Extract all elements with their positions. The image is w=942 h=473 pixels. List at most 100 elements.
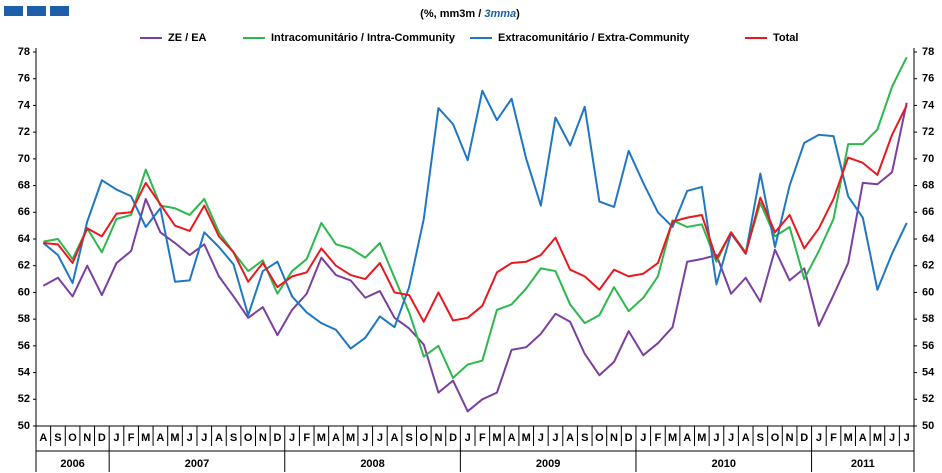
y2-tick-label: 64 xyxy=(922,233,935,245)
x-tick-label: A xyxy=(215,432,223,444)
y-tick-label: 58 xyxy=(18,313,30,325)
y2-tick-label: 54 xyxy=(922,366,935,378)
y-tick-label: 74 xyxy=(18,99,31,111)
y2-tick-label: 70 xyxy=(922,153,934,165)
x-tick-label: M xyxy=(522,432,531,444)
y-tick-label: 54 xyxy=(18,366,31,378)
x-tick-label: J xyxy=(289,432,295,444)
x-tick-label: M xyxy=(492,432,501,444)
x-tick-label: J xyxy=(465,432,471,444)
legend-label: ZE / EA xyxy=(168,32,207,44)
y-tick-label: 66 xyxy=(18,206,30,218)
y2-tick-label: 62 xyxy=(922,260,934,272)
x-tick-label: F xyxy=(830,432,837,444)
series-line xyxy=(43,56,908,379)
y2-tick-label: 52 xyxy=(922,393,934,405)
x-tick-label: F xyxy=(128,432,135,444)
x-tick-label: O xyxy=(771,432,780,444)
x-tick-label: D xyxy=(273,432,281,444)
x-tick-label: M xyxy=(317,432,326,444)
x-tick-label: O xyxy=(420,432,429,444)
x-tick-label: S xyxy=(54,432,61,444)
y2-tick-label: 68 xyxy=(922,179,934,191)
x-tick-label: N xyxy=(259,432,267,444)
x-tick-label: A xyxy=(742,432,750,444)
x-tick-label: F xyxy=(303,432,310,444)
x-tick-label: O xyxy=(244,432,253,444)
x-tick-label: A xyxy=(39,432,47,444)
y-tick-label: 62 xyxy=(18,260,30,272)
y2-tick-label: 56 xyxy=(922,340,934,352)
x-tick-label: A xyxy=(156,432,164,444)
series-line xyxy=(42,89,908,350)
x-tick-label: J xyxy=(713,432,719,444)
y-tick-label: 50 xyxy=(18,420,30,432)
legend-label: Total xyxy=(773,32,798,44)
legend-label: Intracomunitário / Intra-Community xyxy=(271,32,456,44)
x-tick-label: N xyxy=(434,432,442,444)
x-tick-label: A xyxy=(859,432,867,444)
x-tick-label: J xyxy=(113,432,119,444)
y2-tick-label: 78 xyxy=(922,46,934,58)
logo-block xyxy=(27,6,46,16)
x-tick-label: A xyxy=(332,432,340,444)
x-tick-label: J xyxy=(201,432,207,444)
year-label: 2011 xyxy=(851,458,875,470)
x-tick-label: F xyxy=(479,432,486,444)
x-tick-label: J xyxy=(377,432,383,444)
y-tick-label: 72 xyxy=(18,126,30,138)
x-tick-label: M xyxy=(844,432,853,444)
logo-block xyxy=(4,6,23,16)
x-tick-label: A xyxy=(683,432,691,444)
year-label: 2006 xyxy=(60,458,84,470)
x-tick-label: J xyxy=(816,432,822,444)
x-tick-label: D xyxy=(800,432,808,444)
x-tick-label: F xyxy=(655,432,662,444)
x-tick-label: M xyxy=(873,432,882,444)
y-tick-label: 76 xyxy=(18,73,30,85)
y-tick-label: 60 xyxy=(18,286,30,298)
x-tick-label: D xyxy=(625,432,633,444)
x-tick-label: J xyxy=(904,432,910,444)
x-tick-label: S xyxy=(405,432,412,444)
x-tick-label: O xyxy=(68,432,77,444)
year-label: 2009 xyxy=(536,458,560,470)
x-tick-label: D xyxy=(449,432,457,444)
y-tick-label: 68 xyxy=(18,179,30,191)
x-tick-label: N xyxy=(83,432,91,444)
x-tick-label: N xyxy=(610,432,618,444)
x-tick-label: J xyxy=(552,432,558,444)
logo-block xyxy=(50,6,69,16)
x-tick-label: M xyxy=(346,432,355,444)
x-tick-label: J xyxy=(640,432,646,444)
legend-label: Extracomunitário / Extra-Community xyxy=(498,32,690,44)
y2-tick-label: 76 xyxy=(922,73,934,85)
y2-tick-label: 72 xyxy=(922,126,934,138)
x-tick-label: J xyxy=(889,432,895,444)
x-tick-label: M xyxy=(170,432,179,444)
year-label: 2008 xyxy=(360,458,384,470)
y-tick-label: 64 xyxy=(18,233,31,245)
x-tick-label: A xyxy=(391,432,399,444)
x-tick-label: M xyxy=(668,432,677,444)
x-tick-label: S xyxy=(581,432,588,444)
series-line xyxy=(43,104,908,323)
series-line xyxy=(42,102,908,413)
x-tick-label: J xyxy=(362,432,368,444)
y-tick-label: 70 xyxy=(18,153,30,165)
x-tick-label: M xyxy=(697,432,706,444)
y2-tick-label: 66 xyxy=(922,206,934,218)
x-tick-label: J xyxy=(728,432,734,444)
x-tick-label: J xyxy=(538,432,544,444)
year-label: 2007 xyxy=(185,458,209,470)
y-tick-label: 52 xyxy=(18,393,30,405)
x-tick-label: S xyxy=(230,432,237,444)
x-tick-label: A xyxy=(508,432,516,444)
x-tick-label: S xyxy=(757,432,764,444)
subtitle-part: 3mma xyxy=(484,8,516,20)
subtitle-part: ) xyxy=(516,8,520,20)
x-tick-label: J xyxy=(187,432,193,444)
y2-tick-label: 58 xyxy=(922,313,934,325)
y2-tick-label: 74 xyxy=(922,99,935,111)
